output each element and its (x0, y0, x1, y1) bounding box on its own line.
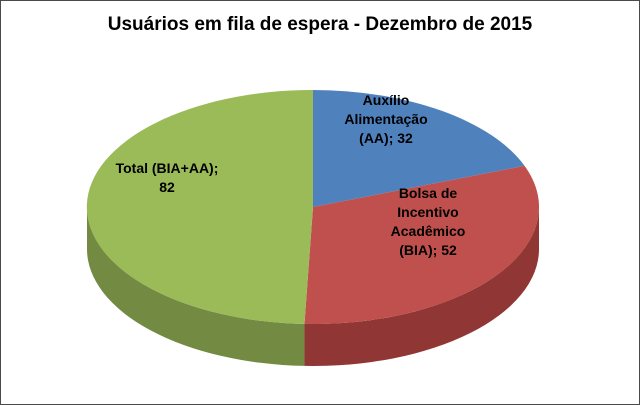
pie-slice (86, 89, 313, 324)
pie-slice-side (304, 207, 539, 367)
pie-slice (304, 165, 540, 325)
pie-slice-side (87, 207, 305, 366)
slice-label-auxilio-alimentacao: Auxílio Alimentação (AA); 32 (344, 92, 428, 146)
slice-label-total: Total (BIA+AA); 82 (115, 160, 219, 195)
pie-slice (313, 90, 525, 207)
slice-label-bolsa-incentivo: Bolsa de Incentivo Acadêmico (BIA); 52 (390, 185, 466, 258)
chart-title: Usuários em fila de espera - Dezembro de… (107, 14, 533, 35)
